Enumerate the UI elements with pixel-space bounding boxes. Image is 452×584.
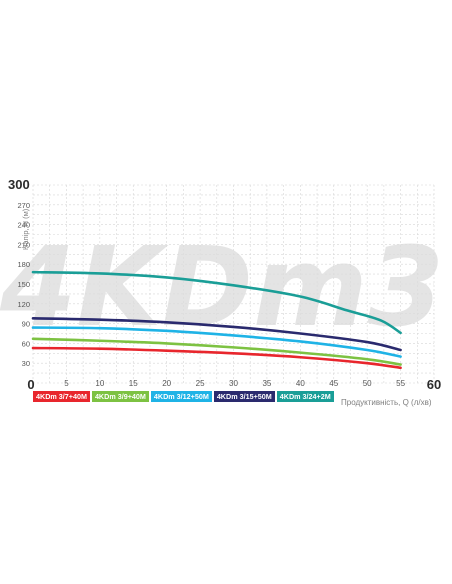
y-tick-label: 180 — [17, 260, 30, 269]
y-tick-label: 150 — [17, 280, 30, 289]
x-axis-title: Продуктивність, Q (л/хв) — [341, 398, 432, 407]
legend-item-2: 4KDm 3/9+40M — [91, 391, 149, 402]
legend: 4KDm 3/7+40M 4KDm 3/9+40M 4KDm 3/12+50M 4KD… — [33, 391, 334, 402]
series-line-1 — [31, 346, 402, 370]
x-tick-label: 40 — [296, 379, 305, 388]
x-tick-label: 25 — [196, 379, 205, 388]
y-tick-label: 30 — [22, 359, 30, 368]
y-tick-label: 240 — [17, 221, 30, 230]
x-tick-label: 35 — [262, 379, 271, 388]
x-tick-label: 30 — [229, 379, 238, 388]
axes: 0 5 10 15 20 25 30 35 40 45 50 55 60 30 60 90 120 150 180 2… — [8, 177, 441, 392]
watermark-text: 4KDm3 — [0, 223, 444, 351]
legend-item-1: 4KDm 3/7+40M — [33, 391, 90, 402]
y-tick-label: 300 — [8, 177, 30, 192]
y-tick-label: 210 — [17, 240, 30, 249]
legend-item-3: 4KDm 3/12+50M — [150, 391, 212, 402]
series-line-2 — [31, 337, 402, 366]
x-tick-label: 45 — [329, 379, 338, 388]
series-line-4 — [31, 317, 402, 352]
x-tick-label: 50 — [363, 379, 372, 388]
legend-item-5: 4KDm 3/24+2M — [276, 391, 334, 402]
y-tick-label: 90 — [22, 320, 30, 329]
y-tick-label: 60 — [22, 339, 30, 348]
series-line-5 — [31, 270, 402, 335]
x-tick-label: 0 — [27, 377, 34, 392]
x-tick-label: 55 — [396, 379, 405, 388]
x-tick-label: 5 — [64, 379, 69, 388]
y-axis-title: Напір, H (м) — [21, 208, 30, 250]
x-tick-label: 60 — [427, 377, 441, 392]
x-tick-label: 20 — [162, 379, 171, 388]
y-tick-label: 120 — [17, 300, 30, 309]
y-tick-label: 270 — [17, 201, 30, 210]
legend-item-4: 4KDm 3/15+50M — [213, 391, 275, 402]
x-tick-label: 10 — [95, 379, 104, 388]
x-tick-label: 15 — [129, 379, 138, 388]
series-line-3 — [31, 326, 402, 358]
series-lines — [31, 270, 402, 370]
